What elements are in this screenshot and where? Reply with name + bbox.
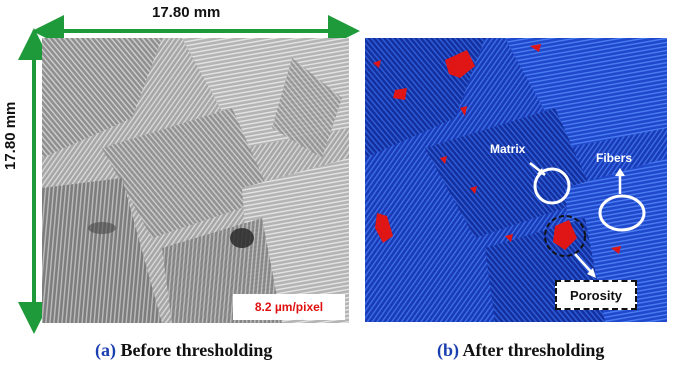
porosity-label: Porosity [555, 280, 637, 310]
height-dimension-label: 17.80 mm [2, 101, 19, 170]
caption-before-tag: (a) [95, 340, 116, 360]
fibers-label: Fibers [596, 151, 633, 165]
scale-label: 8.2 µm/pixel [233, 294, 345, 320]
caption-before-text: Before thresholding [116, 340, 273, 360]
caption-after-tag: (b) [437, 340, 459, 360]
pore-regions [373, 44, 621, 254]
width-dimension-label: 17.80 mm [152, 4, 221, 21]
caption-after-text: After thresholding [459, 340, 605, 360]
micrograph-before-thresholding [42, 38, 349, 323]
micrograph-after-thresholding [365, 38, 667, 322]
matrix-label: Matrix [490, 142, 526, 156]
caption-before: (a) Before thresholding [95, 340, 272, 361]
caption-after: (b) After thresholding [437, 340, 604, 361]
